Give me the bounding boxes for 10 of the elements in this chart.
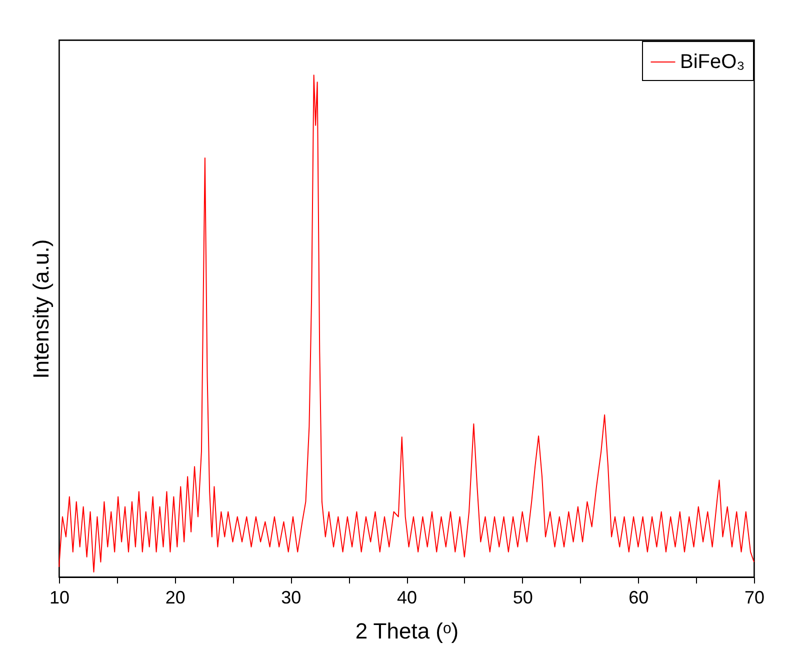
legend-label: BiFeO₃ [680, 51, 745, 73]
x-axis-title: 2 Theta (ᵒ) [355, 618, 459, 644]
x-tick-label: 10 [49, 588, 70, 608]
x-tick-label: 40 [396, 588, 418, 608]
x-tick-label: 50 [512, 588, 533, 608]
y-axis-title: Intensity (a.u.) [28, 239, 54, 379]
x-tick-label: 60 [628, 588, 649, 608]
x-tick-label: 30 [281, 588, 302, 608]
x-tick-label: 20 [165, 588, 186, 608]
x-tick-label: 70 [744, 588, 765, 608]
